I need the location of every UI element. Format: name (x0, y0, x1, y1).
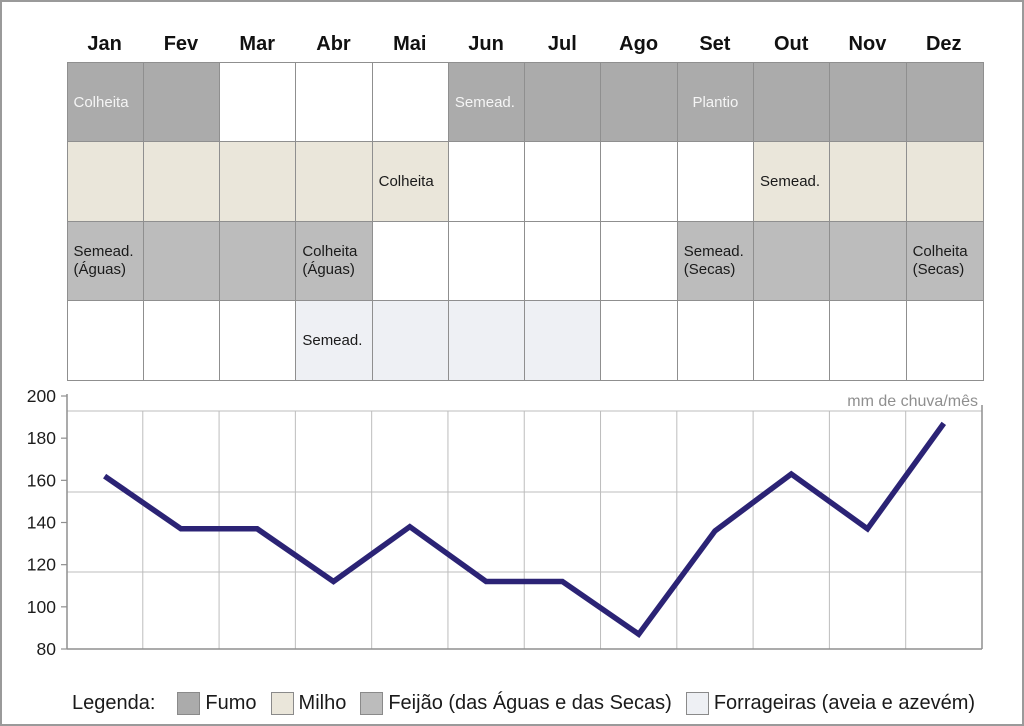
month-header-abr: Abr (316, 32, 351, 55)
y-tick-label: 200 (27, 386, 56, 406)
legend-item-feijo: Feijão (das Águas e das Secas) (360, 691, 672, 715)
y-tick-label: 120 (27, 555, 56, 575)
cell-forrageiras-jun (448, 300, 526, 380)
cell-fumo-nov (830, 63, 907, 143)
month-header-mar: Mar (239, 32, 275, 55)
cell-fumo-fev (143, 63, 221, 143)
cell-feijo-jul (525, 221, 602, 301)
month-header-nov: Nov (848, 32, 887, 55)
legend-title: Legenda: (72, 691, 156, 714)
cell-feijo-ago (601, 221, 678, 301)
month-header-out: Out (773, 32, 809, 55)
cell-forrageiras-set (678, 300, 755, 380)
month-header-jun: Jun (468, 32, 504, 55)
legend: Legenda: Fumo Milho Feijão (das Águas e da… (72, 687, 975, 719)
cell-milho-jan (67, 142, 144, 222)
cell-forrageiras-ago (601, 300, 678, 380)
y-tick-label: 160 (27, 470, 56, 490)
rain-unit-label: mm de chuva/mês (847, 393, 978, 410)
cell-feijo-jun (448, 221, 526, 301)
cell-feijo-out (754, 221, 831, 301)
legend-label: Feijão (das Águas e das Secas) (388, 691, 672, 714)
legend-label: Milho (298, 691, 347, 714)
legend-item-forrageiras: Forrageiras (aveia e azevém) (685, 691, 976, 715)
rainfall-line (103, 421, 947, 638)
cell-feijo-nov (830, 221, 907, 301)
month-header-fev: Fev (163, 32, 199, 55)
cell-fumo-set: Plantio (677, 63, 755, 143)
cell-milho-mai: Colheita (372, 142, 449, 222)
cell-milho-jul (525, 142, 602, 222)
cell-forrageiras-jul (525, 300, 602, 380)
cell-milho-dez (906, 142, 983, 222)
cell-forrageiras-abr: Semead. (296, 300, 373, 380)
month-header-mai: Mai (393, 32, 427, 55)
cell-milho-ago (601, 142, 678, 222)
cell-fumo-dez (906, 63, 983, 143)
cell-forrageiras-fev (144, 300, 221, 380)
y-tick-label: 80 (37, 639, 57, 659)
cell-fumo-abr (296, 63, 373, 143)
y-tick-label: 180 (27, 428, 56, 448)
legend-label: Forrageiras (aveia e azevém) (713, 691, 976, 714)
cell-fumo-out (754, 63, 831, 143)
cell-feijo-mai (372, 221, 449, 301)
y-tick-label: 140 (27, 513, 56, 533)
month-header-jan: Jan (87, 32, 122, 55)
cell-milho-nov (830, 142, 907, 222)
month-header-set: Set (699, 32, 731, 55)
cell-milho-set (677, 142, 755, 222)
cell-milho-jun (448, 142, 526, 222)
legend-swatch (270, 691, 294, 715)
cell-feijo-dez: Colheita (Secas) (906, 221, 983, 301)
cell-feijo-abr: Colheita (Águas) (296, 221, 373, 301)
cell-forrageiras-out (754, 300, 831, 380)
cell-fumo-ago (601, 63, 678, 143)
cell-milho-out: Semead. (754, 142, 831, 222)
y-tick-label: 100 (27, 597, 56, 617)
legend-item-milho: Milho (270, 691, 347, 715)
months-header: Jan Fev Mar Abr Mai Jun Jul Ago Set Out Nov Dez (67, 30, 982, 58)
legend-label: Fumo (205, 691, 257, 714)
cell-feijo-mar (220, 221, 297, 301)
legend-swatch (685, 691, 709, 715)
cell-feijo-set: Semead. (Secas) (677, 221, 755, 301)
cell-forrageiras-jan (68, 300, 144, 380)
cell-fumo-jun: Semead. (448, 63, 526, 143)
cell-feijo-fev (143, 221, 221, 301)
cell-fumo-mai (372, 63, 449, 143)
cell-milho-abr (296, 142, 373, 222)
legend-swatch (360, 691, 384, 715)
cell-forrageiras-mar (220, 300, 297, 380)
month-header-jul: Jul (547, 32, 577, 55)
cell-fumo-jul (525, 63, 602, 143)
cell-feijo-jan: Semead. (Águas) (67, 221, 144, 301)
legend-swatch (177, 691, 201, 715)
cell-milho-mar (220, 142, 297, 222)
crop-calendar-table: Colheita Semead. Plantio Colheita Semead. Sem… (66, 62, 984, 381)
legend-item-fumo: Fumo (177, 691, 257, 715)
cell-fumo-mar (220, 63, 297, 143)
cell-forrageiras-mai (372, 300, 449, 380)
month-header-ago: Ago (619, 32, 659, 55)
cell-forrageiras-nov (830, 300, 907, 380)
cell-milho-fev (143, 142, 221, 222)
cell-fumo-jan: Colheita (67, 63, 144, 143)
month-header-dez: Dez (925, 32, 962, 55)
